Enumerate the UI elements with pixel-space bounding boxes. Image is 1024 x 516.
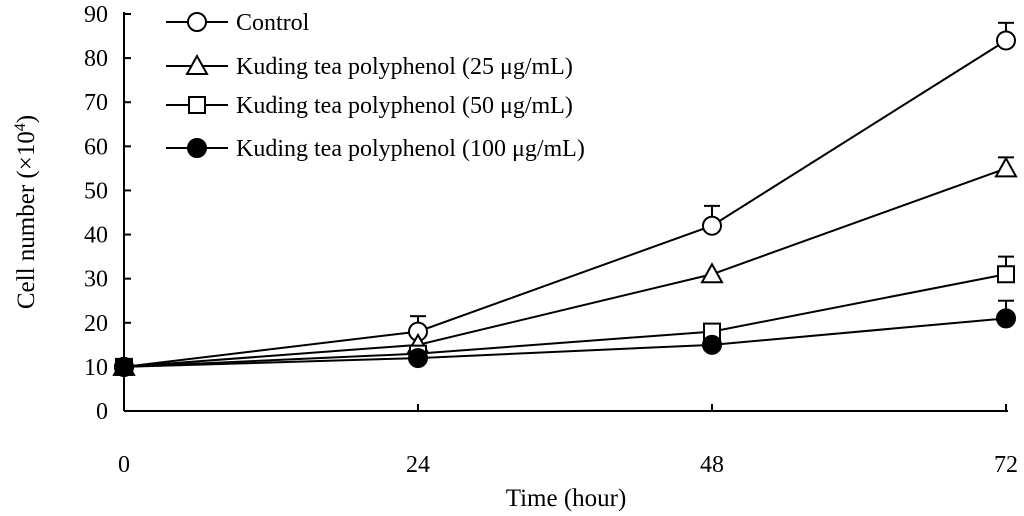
- data-point: [997, 265, 1015, 284]
- x-tick-label: 48: [700, 452, 724, 478]
- y-tick-label: 60: [84, 134, 108, 160]
- y-tick-label: 10: [84, 355, 108, 381]
- data-point: [702, 215, 722, 236]
- legend: Control Kuding tea polyphenol (25 μg/mL) K…: [166, 10, 585, 162]
- plot-area: [112, 21, 1018, 377]
- y-tick-label: 70: [84, 90, 108, 116]
- y-axis-title-exponent: 4: [12, 123, 29, 131]
- legend-item-ktp-50: Kuding tea polyphenol (50 μg/mL): [166, 93, 573, 119]
- y-axis-title: Cell number (×104): [12, 115, 40, 309]
- series-line: [123, 167, 1007, 368]
- legend-marker: [188, 96, 206, 114]
- x-axis-title: Time (hour): [506, 485, 627, 512]
- legend-label: Kuding tea polyphenol (25 μg/mL): [236, 54, 573, 80]
- data-point: [996, 30, 1016, 51]
- legend-item-ktp-100: Kuding tea polyphenol (100 μg/mL): [166, 136, 585, 162]
- x-ticks: 0 24 48 72: [118, 404, 1018, 478]
- y-tick-label: 80: [84, 46, 108, 72]
- x-tick-label: 24: [406, 452, 430, 478]
- y-ticks: 0 10 20 30 40 50 60 70 80 90: [84, 2, 131, 425]
- series-ktp-100: [114, 299, 1016, 377]
- series-control: [114, 21, 1016, 377]
- legend-marker: [187, 138, 207, 158]
- y-tick-label: 0: [96, 399, 108, 425]
- series-line: [123, 39, 1007, 368]
- y-axis-title-main: Cell number (×10: [13, 131, 40, 309]
- data-point: [408, 348, 428, 369]
- legend-label: Kuding tea polyphenol (100 μg/mL): [236, 136, 585, 162]
- legend-item-ktp-25: Kuding tea polyphenol (25 μg/mL): [166, 53, 573, 80]
- legend-marker: [187, 12, 207, 32]
- data-point: [702, 334, 722, 355]
- legend-marker: [185, 53, 209, 75]
- y-tick-label: 20: [84, 311, 108, 337]
- y-tick-label: 90: [84, 2, 108, 28]
- data-point: [994, 156, 1018, 178]
- y-tick-label: 30: [84, 267, 108, 293]
- legend-label: Control: [236, 10, 310, 36]
- legend-label: Kuding tea polyphenol (50 μg/mL): [236, 93, 573, 119]
- y-tick-label: 40: [84, 223, 108, 249]
- axes: 0 10 20 30 40 50 60 70 80 90 0 24 48 72: [84, 2, 1018, 478]
- x-tick-label: 0: [118, 452, 130, 478]
- data-point: [996, 308, 1016, 329]
- legend-item-control: Control: [166, 10, 310, 36]
- y-axis-title-close: ): [13, 115, 40, 123]
- series-line: [123, 317, 1007, 368]
- x-tick-label: 72: [994, 452, 1018, 478]
- data-point: [700, 262, 724, 284]
- y-tick-label: 50: [84, 178, 108, 204]
- series-line: [123, 273, 1007, 368]
